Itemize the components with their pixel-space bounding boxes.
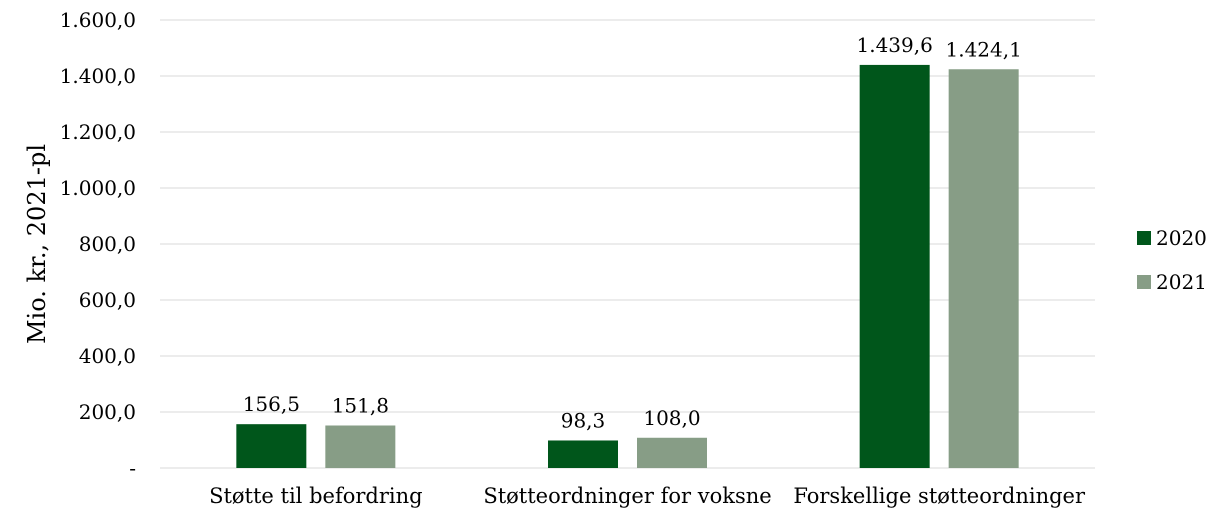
data-label: 1.424,1 <box>945 37 1021 61</box>
x-category-label: Forskellige støtteordninger <box>793 484 1086 508</box>
legend-label: 2020 <box>1156 226 1207 250</box>
y-axis-title: Mio. kr., 2021-pl <box>23 144 51 344</box>
y-tick-label: 1.200,0 <box>60 120 136 144</box>
data-label: 108,0 <box>643 406 700 430</box>
legend-swatch-2021 <box>1137 275 1151 289</box>
y-tick-label: 1.600,0 <box>60 8 136 32</box>
bar-2020-0 <box>236 424 307 468</box>
data-label: 151,8 <box>332 393 389 417</box>
data-label: 98,3 <box>561 408 606 432</box>
y-tick-label: 800,0 <box>79 232 136 256</box>
legend-swatch-2020 <box>1137 231 1151 245</box>
bar-2021-0 <box>325 425 396 468</box>
bar-2021-1 <box>637 437 707 468</box>
legend-label: 2021 <box>1156 270 1207 294</box>
bar-2020-1 <box>548 440 618 468</box>
x-axis: Støtte til befordring Støtteordninger for… <box>209 484 1086 508</box>
data-label: 1.439,6 <box>856 33 932 57</box>
x-category-label: Støtteordninger for voksne <box>483 484 771 508</box>
y-tick-label: 600,0 <box>79 288 136 312</box>
bar-2020-2 <box>859 64 930 469</box>
gridlines <box>160 19 1095 469</box>
bar-2021-2 <box>948 69 1019 468</box>
bars <box>236 64 1019 469</box>
data-labels: 156,5 151,8 98,3 108,0 1.439,6 1.424,1 <box>243 33 1022 433</box>
y-tick-label: 200,0 <box>79 400 136 424</box>
y-tick-label: 1.000,0 <box>60 176 136 200</box>
legend: 2020 2021 <box>1137 226 1207 294</box>
y-axis: - 200,0 400,0 600,0 800,0 1.000,0 1.200,0 1.400… <box>60 8 136 480</box>
data-label: 156,5 <box>243 392 300 416</box>
y-tick-label: 400,0 <box>79 344 136 368</box>
y-tick-label: 1.400,0 <box>60 64 136 88</box>
x-category-label: Støtte til befordring <box>209 484 423 508</box>
y-tick-label: - <box>129 456 136 480</box>
